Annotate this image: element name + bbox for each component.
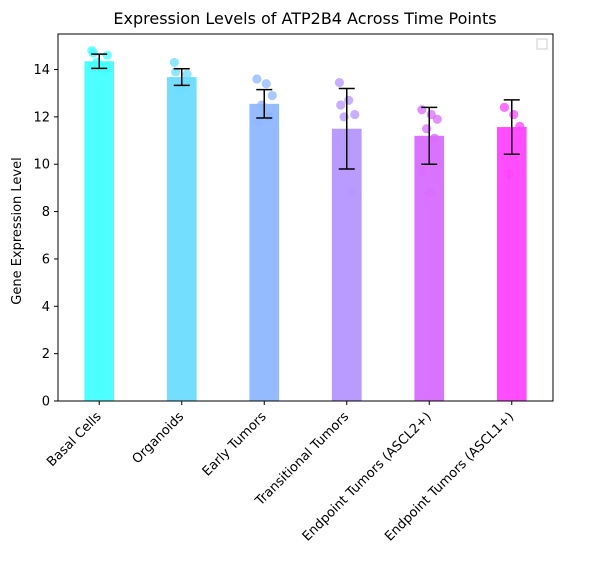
error-bar [173,68,190,87]
data-point [267,90,277,101]
data-point [334,77,344,88]
data-point [499,102,509,112]
bar [249,103,280,401]
x-tick-label: Early Tumors [200,409,270,479]
bar [166,77,197,402]
data-point [417,105,427,115]
data-point [515,121,525,131]
x-tick-label: Organoids [130,409,188,467]
data-point [350,109,360,120]
data-point [264,112,275,122]
data-point [425,188,435,198]
error-bar [338,87,355,170]
data-point [174,86,184,96]
y-axis-label: Gene Expression Level [10,157,25,304]
data-point [169,57,179,68]
data-point [344,95,354,105]
chart-title: Expression Levels of ATP2B4 Across Time … [113,9,496,28]
data-point [336,100,346,110]
error-bar [256,88,273,119]
y-tick-label: 0 [42,395,50,410]
data-point [102,50,112,60]
plot-frame [57,33,554,402]
y-tick-label: 12 [33,110,50,125]
data-point [429,133,440,143]
plot-area: 0 2 4 6 8 10 12 14 Basal Cells Organoids Early Tum… [33,33,554,544]
data-point [418,166,428,176]
y-tick-label: 8 [42,205,50,220]
error-bar [421,106,438,165]
legend-box [536,38,548,50]
data-point [432,114,442,124]
y-tick-label: 4 [42,300,50,315]
error-bar [91,53,108,70]
y-tick-label: 10 [33,158,50,173]
x-tick-label: Transitional Tumors [252,409,352,509]
error-bar [503,99,520,156]
data-point [347,188,357,198]
bar [84,61,115,401]
data-point [182,69,192,79]
y-tick-label: 6 [42,252,50,267]
data-point [504,169,514,179]
data-point [252,74,262,84]
x-tick-label: Basal Cells [44,409,105,470]
bar [496,127,527,402]
y-tick-label: 2 [42,347,50,362]
bar [331,128,362,402]
data-point [99,64,110,75]
data-point [261,79,271,89]
bar [414,135,445,401]
data-point [171,67,181,77]
data-point [509,109,519,120]
y-tick-label: 14 [33,63,50,78]
data-point [253,117,263,127]
data-point [185,76,195,86]
data-point [88,48,98,58]
